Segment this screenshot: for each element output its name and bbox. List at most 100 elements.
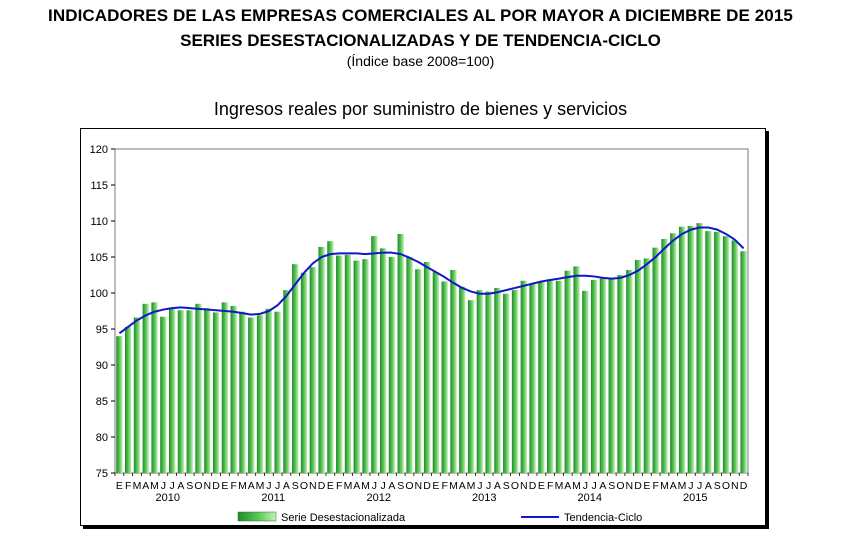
y-tick-label: 105 — [90, 252, 108, 264]
bar — [125, 326, 132, 473]
bar-series — [116, 223, 747, 473]
bar — [432, 272, 440, 473]
bar — [142, 303, 149, 473]
x-month-label: A — [670, 480, 677, 492]
x-month-label: N — [626, 480, 634, 492]
x-month-label: D — [740, 480, 748, 492]
x-month-label: F — [547, 480, 553, 492]
x-month-label: J — [592, 480, 597, 492]
bar — [362, 259, 369, 473]
bar — [696, 223, 703, 473]
x-month-label: M — [344, 480, 353, 492]
bar — [230, 305, 237, 473]
y-tick-label: 100 — [90, 288, 108, 300]
bar — [590, 280, 598, 473]
bar — [353, 260, 360, 473]
x-month-label: M — [660, 480, 669, 492]
x-month-label: O — [722, 480, 730, 492]
x-month-label: J — [372, 480, 377, 492]
bar — [327, 241, 334, 473]
x-month-label: E — [432, 480, 439, 492]
bar — [292, 264, 299, 473]
bar — [168, 308, 176, 473]
x-month-label: J — [381, 480, 386, 492]
y-axis: 75 80 85 90 95 100 105 110 115 120 — [90, 144, 115, 480]
bar — [151, 302, 158, 473]
y-tick-label: 90 — [96, 360, 108, 372]
bar — [133, 317, 141, 473]
x-month-label: J — [170, 480, 175, 492]
x-month-label: J — [275, 480, 280, 492]
bar — [212, 312, 220, 473]
x-month-label: A — [459, 480, 466, 492]
bar — [116, 336, 123, 473]
x-month-label: D — [318, 480, 326, 492]
x-month-label: A — [353, 480, 360, 492]
y-tick-label: 95 — [96, 324, 108, 336]
x-month-label: O — [194, 480, 202, 492]
x-year-label: 2015 — [683, 492, 707, 504]
bar — [485, 291, 492, 473]
x-month-label: M — [256, 480, 265, 492]
x-month-label: J — [486, 480, 491, 492]
x-month-label: A — [599, 480, 606, 492]
x-month-label: A — [177, 480, 184, 492]
bar — [388, 257, 396, 473]
bar — [573, 266, 580, 473]
chart-title: Ingresos reales por suministro de bienes… — [213, 99, 628, 119]
bar — [494, 287, 501, 473]
bar — [195, 303, 202, 473]
x-month-label: D — [423, 480, 431, 492]
bar — [722, 236, 730, 473]
bar — [520, 280, 527, 473]
bar — [626, 269, 633, 473]
bar — [248, 317, 255, 473]
bar — [265, 308, 273, 473]
x-month-label: S — [186, 480, 193, 492]
legend-label-trend: Tendencia-Ciclo — [564, 512, 642, 524]
x-month-label: M — [150, 480, 159, 492]
bar — [344, 254, 352, 473]
x-year-label: 2014 — [578, 492, 602, 504]
bar — [160, 316, 167, 473]
y-tick-label: 115 — [90, 180, 108, 192]
y-tick-label: 80 — [96, 432, 108, 444]
x-month-label: D — [212, 480, 220, 492]
bar — [661, 239, 668, 473]
bar — [371, 236, 378, 473]
x-month-label: F — [336, 480, 342, 492]
bar — [423, 262, 431, 473]
y-tick-label: 75 — [96, 468, 108, 480]
x-month-label: F — [652, 480, 658, 492]
bar — [687, 226, 695, 473]
bar — [256, 315, 264, 473]
x-year-label: 2011 — [261, 492, 285, 504]
x-month-label: A — [142, 480, 149, 492]
bar — [476, 290, 484, 473]
bar — [274, 311, 281, 473]
legend-label-bars: Serie Desestacionalizada — [281, 512, 406, 524]
bar — [283, 290, 290, 473]
bar — [177, 310, 185, 473]
x-month-label: E — [327, 480, 334, 492]
bar — [415, 269, 422, 473]
x-month-label: E — [538, 480, 545, 492]
x-month-label: A — [283, 480, 290, 492]
x-month-label: D — [529, 480, 537, 492]
x-month-label: O — [300, 480, 308, 492]
bar — [714, 231, 721, 473]
x-month-label: J — [161, 480, 166, 492]
x-month-label: J — [583, 480, 588, 492]
bar — [643, 258, 651, 473]
bar — [608, 278, 615, 473]
bar — [547, 279, 554, 473]
bar — [511, 290, 519, 473]
bar — [740, 251, 747, 473]
x-year-label: 2010 — [156, 492, 180, 504]
index-base-note: (Índice base 2008=100) — [346, 53, 495, 69]
bar — [467, 300, 475, 473]
x-month-label: J — [688, 480, 693, 492]
bar — [186, 310, 193, 473]
y-tick-label: 110 — [90, 216, 108, 228]
